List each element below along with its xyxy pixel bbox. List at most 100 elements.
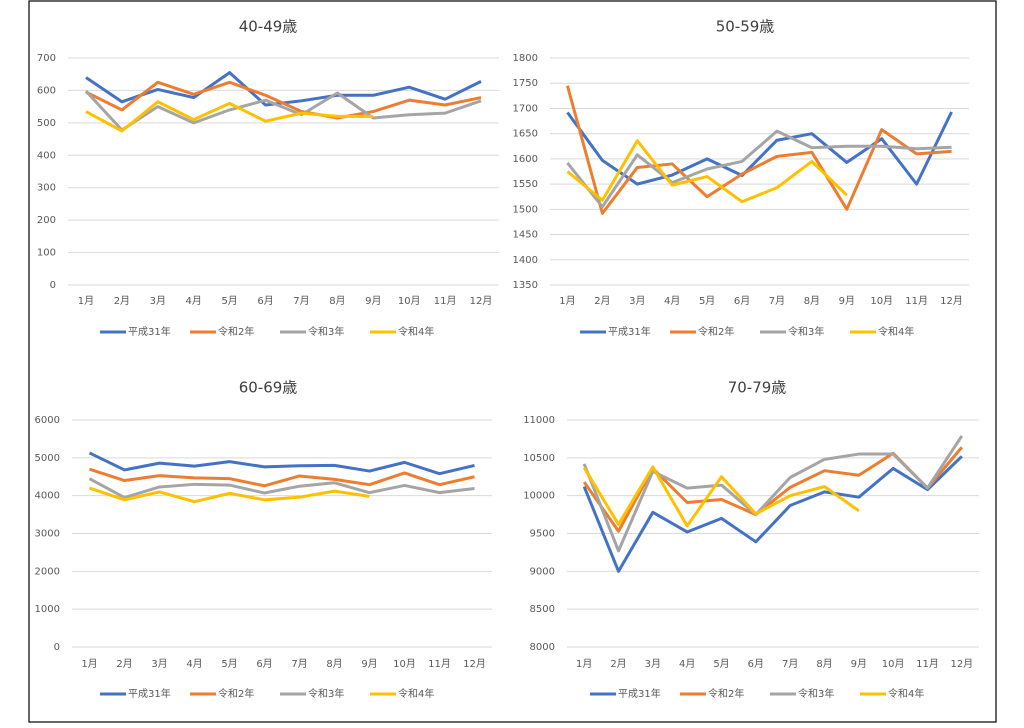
x-tick-label: 11月 (916, 658, 939, 670)
x-tick-label: 5月 (221, 658, 237, 670)
legend-label: 平成31年 (128, 687, 171, 700)
legend-label: 平成31年 (128, 325, 171, 338)
x-tick-label: 8月 (816, 658, 832, 670)
x-tick-label: 4月 (679, 658, 695, 670)
series-line (582, 465, 860, 528)
y-tick-label: 1650 (513, 129, 538, 140)
series-line (88, 451, 475, 476)
legend-label: 令和3年 (308, 325, 344, 338)
x-tick-label: 4月 (186, 295, 202, 307)
series-line (84, 90, 482, 132)
series-line (89, 486, 370, 504)
legend-label: 令和2年 (708, 687, 744, 700)
x-tick-label: 5月 (713, 658, 729, 670)
y-tick-label: 5000 (35, 453, 60, 464)
series-line (582, 455, 963, 573)
x-tick-label: 2月 (116, 658, 132, 670)
x-tick-label: 2月 (594, 295, 610, 307)
x-tick-label: 8月 (329, 295, 345, 307)
x-tick-label: 2月 (610, 658, 626, 670)
x-tick-label: 11月 (428, 658, 451, 670)
x-tick-label: 7月 (769, 295, 785, 307)
series-line (85, 100, 374, 133)
x-tick-label: 10月 (870, 295, 893, 307)
legend-label: 平成31年 (618, 687, 661, 700)
legend-label: 令和2年 (218, 687, 254, 700)
x-tick-label: 3月 (645, 658, 661, 670)
x-tick-label: 1月 (78, 295, 94, 307)
x-tick-label: 3月 (151, 658, 167, 670)
y-tick-label: 6000 (35, 415, 60, 426)
x-tick-label: 6月 (748, 658, 764, 670)
x-tick-label: 1月 (559, 295, 575, 307)
legend-label: 令和4年 (398, 325, 434, 338)
legend-label: 令和3年 (308, 687, 344, 700)
y-tick-label: 400 (37, 150, 56, 161)
x-tick-label: 7月 (291, 658, 307, 670)
y-tick-label: 300 (37, 183, 56, 194)
y-tick-label: 1000 (35, 604, 60, 615)
y-tick-label: 500 (37, 118, 56, 129)
x-tick-label: 9月 (365, 295, 381, 307)
x-tick-label: 11月 (434, 295, 457, 307)
y-tick-label: 1400 (513, 255, 538, 266)
x-tick-label: 6月 (256, 658, 272, 670)
y-tick-label: 9000 (530, 566, 555, 577)
x-tick-label: 2月 (114, 295, 130, 307)
chart-title: 50-59歳 (716, 18, 775, 36)
legend-label: 令和3年 (798, 687, 834, 700)
y-tick-label: 600 (37, 85, 56, 96)
x-tick-label: 9月 (851, 658, 867, 670)
legend-label: 令和4年 (878, 325, 914, 338)
y-tick-label: 9500 (530, 529, 555, 540)
x-tick-label: 1月 (576, 658, 592, 670)
y-tick-label: 100 (37, 248, 56, 259)
x-tick-label: 12月 (470, 295, 493, 307)
y-tick-label: 700 (37, 53, 56, 64)
x-tick-label: 6月 (734, 295, 750, 307)
x-tick-label: 1月 (81, 658, 97, 670)
y-tick-label: 4000 (35, 491, 60, 502)
x-tick-label: 9月 (361, 658, 377, 670)
series-line (582, 435, 964, 553)
x-tick-label: 5月 (699, 295, 715, 307)
series-line (566, 139, 848, 204)
x-tick-label: 8月 (804, 295, 820, 307)
y-tick-label: 0 (50, 280, 56, 291)
legend-label: 令和4年 (888, 687, 924, 700)
y-tick-label: 1350 (513, 280, 538, 291)
x-tick-label: 9月 (839, 295, 855, 307)
x-tick-label: 8月 (326, 658, 342, 670)
x-tick-label: 12月 (940, 295, 963, 307)
y-tick-label: 1450 (513, 230, 538, 241)
y-tick-label: 8500 (530, 604, 555, 615)
y-tick-label: 11000 (523, 415, 555, 426)
x-tick-label: 12月 (950, 658, 973, 670)
series-line (566, 85, 952, 215)
x-tick-label: 4月 (186, 658, 202, 670)
y-tick-label: 2000 (35, 566, 60, 577)
series-line (85, 80, 482, 120)
x-tick-label: 3月 (629, 295, 645, 307)
y-tick-label: 1500 (513, 204, 538, 215)
y-tick-label: 200 (37, 215, 56, 226)
series-line (89, 467, 475, 488)
x-tick-label: 3月 (150, 295, 166, 307)
y-tick-label: 1700 (513, 103, 538, 114)
y-tick-label: 1600 (513, 154, 538, 165)
x-tick-label: 7月 (782, 658, 798, 670)
y-tick-label: 8000 (530, 642, 555, 653)
chart-title: 70-79歳 (728, 379, 787, 397)
x-tick-label: 5月 (221, 295, 237, 307)
y-tick-label: 10000 (523, 491, 555, 502)
y-tick-label: 3000 (35, 529, 60, 540)
legend-label: 令和2年 (698, 325, 734, 338)
x-tick-label: 6月 (257, 295, 273, 307)
x-tick-label: 12月 (463, 658, 486, 670)
x-tick-label: 10月 (393, 658, 416, 670)
x-tick-label: 7月 (293, 295, 309, 307)
x-tick-label: 11月 (905, 295, 928, 307)
y-tick-label: 10500 (523, 453, 555, 464)
legend-label: 令和2年 (218, 325, 254, 338)
